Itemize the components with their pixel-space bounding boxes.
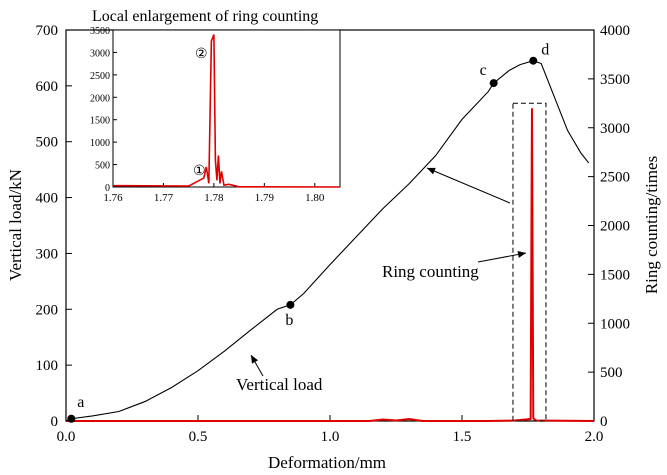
ring-counting-arrow-upper	[426, 167, 511, 204]
inset-x-tick-label: 1.77	[154, 192, 174, 204]
inset-y-tick-label: 0	[105, 183, 110, 194]
right-y-tick-label: 1000	[600, 316, 630, 332]
x-tick-label: 2.0	[585, 429, 604, 445]
left-y-tick-label: 200	[36, 302, 59, 318]
left-y-tick-label: 300	[36, 246, 59, 262]
point-label-d: d	[541, 42, 549, 59]
point-c	[489, 79, 498, 88]
main-axis-ticks: 0.0 0.5 1.0 1.5 2.00100200300400500600700050…	[36, 23, 631, 445]
left-y-tick-label: 600	[36, 79, 59, 95]
ring-counting-dashed-box	[512, 102, 547, 422]
left-axis-label: Vertical load/kN	[6, 169, 25, 281]
inset-y-tick-label: 2500	[90, 71, 110, 82]
inset-marker-1: ①	[193, 164, 206, 179]
inset-x-tick-label: 1.76	[103, 192, 123, 204]
left-y-tick-label: 400	[36, 191, 59, 207]
inset-plot-frame	[112, 29, 341, 188]
inset-series-layer	[112, 34, 341, 188]
series-ring-counting	[66, 108, 595, 422]
inset-y-tick-label: 1000	[90, 138, 110, 149]
inset-series-ring-counting	[112, 34, 341, 188]
vertical-load-arrow-head	[251, 355, 259, 364]
inset-y-tick-label: 2000	[90, 93, 110, 104]
point-d	[529, 56, 538, 65]
point-label-a: a	[77, 394, 84, 411]
left-y-tick-label: 0	[51, 414, 59, 430]
point-label-c: c	[480, 62, 487, 79]
x-tick-label: 1.5	[453, 429, 472, 445]
inset-y-tick-label: 500	[95, 161, 110, 172]
inset-marker-2: ②	[195, 47, 208, 62]
right-y-tick-label: 3500	[600, 72, 630, 88]
inset-x-tick-label: 1.80	[305, 192, 325, 204]
right-y-tick-label: 1500	[600, 267, 630, 283]
inset-x-tick-label: 1.79	[255, 192, 275, 204]
main-annotations: a b c d	[67, 42, 549, 423]
inset-title: Local enlargement of ring counting	[92, 8, 318, 25]
point-a	[67, 414, 76, 423]
right-y-tick-label: 4000	[600, 23, 630, 39]
ring-counting-callout: Ring counting	[382, 262, 479, 281]
inset-y-tick-label: 3500	[90, 26, 110, 37]
ring-counting-arrow-lower	[477, 252, 527, 263]
inset-y-tick-label: 1500	[90, 116, 110, 127]
right-y-tick-label: 0	[600, 414, 608, 430]
x-tick-label: 1.0	[321, 429, 340, 445]
left-y-tick-label: 100	[36, 358, 59, 374]
vertical-load-callout: Vertical load	[236, 375, 323, 394]
series-vertical-load	[65, 60, 590, 422]
right-y-tick-label: 500	[600, 365, 623, 381]
point-label-b: b	[285, 312, 293, 329]
inset-x-tick-label: 1.78	[204, 192, 224, 204]
left-y-tick-label: 700	[36, 23, 59, 39]
ring-counting-arrow-lower-head	[517, 251, 526, 258]
main-series-layer	[65, 60, 595, 422]
right-y-tick-label: 3000	[600, 121, 630, 137]
x-tick-label: 0.0	[57, 429, 76, 445]
left-y-tick-label: 500	[36, 135, 59, 151]
inset-axis-ticks: 1.76 1.77 1.78 1.79 1.80 0 500 1000 1500 2000 2500…	[90, 26, 325, 204]
inset-y-tick-label: 3000	[90, 48, 110, 59]
ring-counting-arrow-upper-head	[427, 167, 436, 175]
right-axis-label: Ring counting/times	[642, 156, 661, 294]
right-y-tick-label: 2500	[600, 170, 630, 186]
point-b	[286, 300, 295, 309]
x-axis-label: Deformation/mm	[268, 453, 386, 472]
x-tick-label: 0.5	[189, 429, 208, 445]
right-y-tick-label: 2000	[600, 219, 630, 235]
